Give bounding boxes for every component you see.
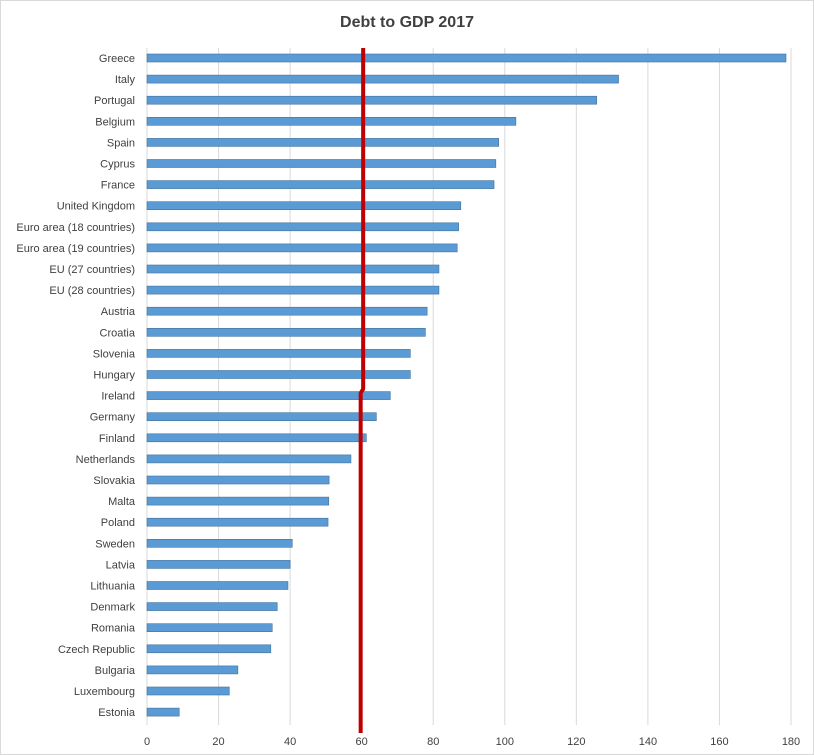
category-label: Sweden <box>95 538 135 550</box>
category-label: EU (28 countries) <box>49 285 135 297</box>
x-tick-label: 80 <box>427 736 439 748</box>
bar <box>146 623 273 633</box>
category-label: Slovenia <box>93 348 136 360</box>
category-label: Greece <box>99 53 135 65</box>
category-label: Estonia <box>98 707 136 719</box>
category-label: Czech Republic <box>58 644 136 656</box>
bars <box>146 53 787 717</box>
bar <box>146 117 517 126</box>
category-label: EU (27 countries) <box>49 264 135 276</box>
reference-line-group <box>358 48 366 733</box>
bar <box>146 243 458 253</box>
bar <box>146 285 440 295</box>
chart-title: Debt to GDP 2017 <box>340 14 474 31</box>
category-label: Austria <box>101 306 136 318</box>
bar <box>146 327 426 337</box>
bar <box>146 433 367 443</box>
category-label: Euro area (19 countries) <box>16 243 135 255</box>
x-tick-label: 40 <box>284 736 296 748</box>
bar <box>146 560 291 569</box>
bar <box>146 180 495 189</box>
category-label: Bulgaria <box>95 665 136 677</box>
category-label: Cyprus <box>100 159 135 171</box>
bar <box>146 665 239 675</box>
bar <box>146 53 787 63</box>
x-tick-label: 120 <box>567 736 585 748</box>
category-label: Germany <box>90 412 136 424</box>
bar <box>146 74 619 84</box>
category-label: Hungary <box>93 370 135 382</box>
category-label: Belgium <box>95 116 135 128</box>
x-tick-label: 100 <box>496 736 514 748</box>
category-label: Italy <box>115 74 136 86</box>
bar <box>146 138 499 147</box>
x-tick-label: 20 <box>212 736 224 748</box>
bar <box>146 707 180 717</box>
bar <box>146 349 411 358</box>
bar <box>146 95 598 105</box>
category-label: Spain <box>107 137 135 149</box>
bar <box>146 686 230 696</box>
category-label: United Kingdom <box>57 201 135 213</box>
bar <box>146 412 377 422</box>
category-label: Romania <box>91 623 136 635</box>
x-tick-label: 60 <box>356 736 368 748</box>
bar <box>146 201 462 210</box>
bar <box>146 538 293 548</box>
category-label: Finland <box>99 433 135 445</box>
category-label: Luxembourg <box>74 686 135 698</box>
bar <box>146 391 391 400</box>
bar <box>146 454 352 464</box>
bar <box>146 222 459 232</box>
category-label: Portugal <box>94 95 135 107</box>
bar <box>146 475 330 485</box>
x-tick-label: 0 <box>144 736 150 748</box>
category-label: Netherlands <box>76 454 136 466</box>
category-label: Lithuania <box>90 581 136 593</box>
x-tick-label: 160 <box>710 736 728 748</box>
bar <box>146 306 428 316</box>
bar <box>146 370 411 379</box>
category-label: Slovakia <box>93 475 135 487</box>
bar <box>146 581 289 590</box>
bar <box>146 496 330 506</box>
category-label: Latvia <box>106 559 136 571</box>
bar <box>146 644 272 654</box>
reference-line-60 <box>358 48 366 733</box>
bar <box>146 602 278 611</box>
category-label: Croatia <box>100 327 136 339</box>
category-label: Malta <box>108 496 136 508</box>
x-tick-label: 180 <box>782 736 800 748</box>
x-tick-label: 140 <box>639 736 657 748</box>
bar <box>146 159 497 168</box>
category-label: Denmark <box>90 602 135 614</box>
category-label: Euro area (18 countries) <box>16 222 135 234</box>
x-tick-labels: 0 20 40 60 80 100 120 140 160 180 <box>144 736 800 748</box>
bar <box>146 264 440 274</box>
bar <box>146 517 329 527</box>
category-label: Poland <box>101 517 135 529</box>
category-labels: Greece Italy Portugal Belgium Spain Cyprus Fra… <box>16 53 136 719</box>
category-label: France <box>101 180 135 192</box>
category-label: Ireland <box>101 391 135 403</box>
